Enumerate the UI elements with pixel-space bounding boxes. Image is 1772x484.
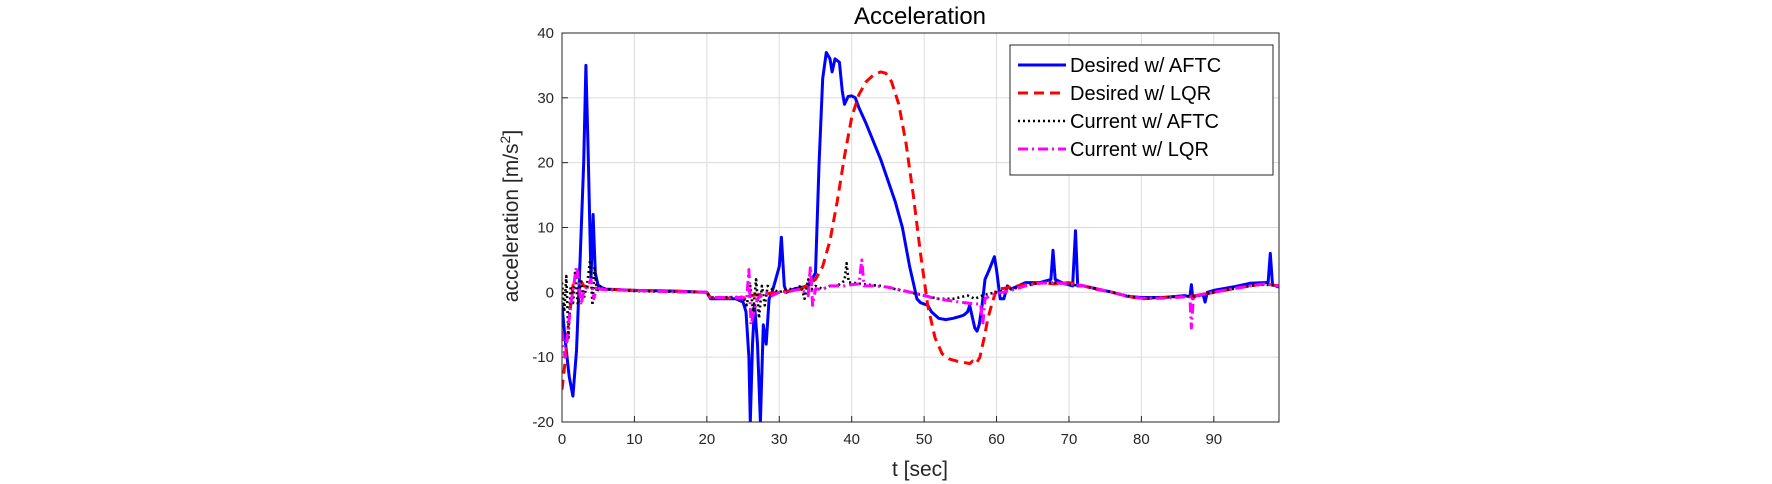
x-tick-label: 0: [558, 431, 566, 448]
y-axis-label-main: acceleration [m/s: [500, 143, 523, 302]
y-tick-label: -20: [532, 414, 554, 431]
y-axis-label-superscript: 2: [497, 135, 513, 143]
x-tick-label: 10: [626, 431, 643, 448]
legend-label: Current w/ AFTC: [1070, 111, 1219, 133]
x-tick-label: 60: [988, 431, 1005, 448]
y-tick-label: 40: [537, 25, 554, 42]
series-line-4: [562, 258, 1279, 359]
plot-frame: [561, 32, 1280, 423]
y-tick-label: 10: [537, 220, 554, 237]
x-axis-label: t [sec]: [892, 458, 948, 481]
x-tick-label: 70: [1061, 431, 1078, 448]
y-axis-label-close: ]: [500, 130, 523, 136]
legend: Desired w/ AFTC Desired w/ LQR Current w/ …: [1009, 44, 1274, 176]
y-tick-label: 30: [537, 90, 554, 107]
x-tick-label: 90: [1205, 431, 1222, 448]
tick-labels: 0 10 20 30 40 50 60 70 80 90 -20 -10 0 10 20 30 40: [532, 25, 1222, 448]
x-tick-label: 40: [843, 431, 860, 448]
legend-label: Desired w/ AFTC: [1070, 55, 1221, 77]
y-tick-label: -10: [532, 349, 554, 366]
x-tick-label: 30: [771, 431, 788, 448]
y-tick-label: 0: [546, 284, 554, 301]
y-axis-label: acceleration [m/s2]: [497, 130, 523, 302]
x-tick-label: 20: [699, 431, 716, 448]
x-tick-label: 80: [1133, 431, 1150, 448]
chart-title: Acceleration: [854, 3, 986, 30]
x-tick-label: 50: [916, 431, 933, 448]
legend-box: [1009, 44, 1274, 176]
y-tick-label: 20: [537, 155, 554, 172]
legend-label: Desired w/ LQR: [1070, 83, 1211, 105]
series-lines: [562, 51, 1279, 422]
legend-label: Current w/ LQR: [1070, 139, 1209, 161]
